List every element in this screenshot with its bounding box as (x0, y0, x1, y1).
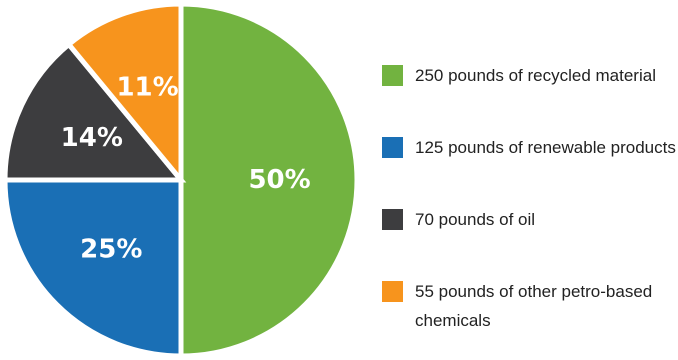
legend-swatch (382, 281, 403, 302)
pie-slice-70-pounds-of-oil (2, 40, 187, 183)
legend-label: 55 pounds of other petro-based chemicals (415, 282, 653, 330)
slice-label-125-pounds-of-renewable-products: 25% (80, 235, 142, 265)
legend-label: 125 pounds of renewable products (415, 138, 676, 157)
legend-item-125-pounds-of-renewable-products: 125 pounds of renewable products (382, 126, 678, 198)
chart-legend: 250 pounds of recycled material 125 pound… (382, 54, 678, 342)
slice-label-55-pounds-of-other-petro-based-chemicals: 11% (116, 72, 178, 102)
legend-swatch (382, 65, 403, 86)
slice-label-250-pounds-of-recycled-material: 50% (248, 165, 310, 195)
pie-slice-labels: 50% 25% 14% 11% (61, 72, 311, 264)
legend-swatch (382, 209, 403, 230)
legend-item-70-pounds-of-oil: 70 pounds of oil (382, 198, 678, 270)
legend-label: 250 pounds of recycled material (415, 66, 656, 85)
pie-chart-plot: 50% 25% 14% 11% (2, 1, 360, 359)
legend-item-250-pounds-of-recycled-material: 250 pounds of recycled material (382, 54, 678, 126)
legend-item-55-pounds-of-other-petro-based-chemicals: 55 pounds of other petro-based chemicals (382, 270, 678, 342)
pie-slice-125-pounds-of-renewable-products (2, 177, 184, 359)
slice-label-70-pounds-of-oil: 14% (61, 123, 123, 153)
pie-slice-250-pounds-of-recycled-material (178, 1, 360, 359)
legend-swatch (382, 137, 403, 158)
pie-slice-55-pounds-of-other-petro-based-chemicals (65, 1, 184, 187)
legend-label: 70 pounds of oil (415, 210, 536, 229)
pie-slices (2, 1, 360, 359)
